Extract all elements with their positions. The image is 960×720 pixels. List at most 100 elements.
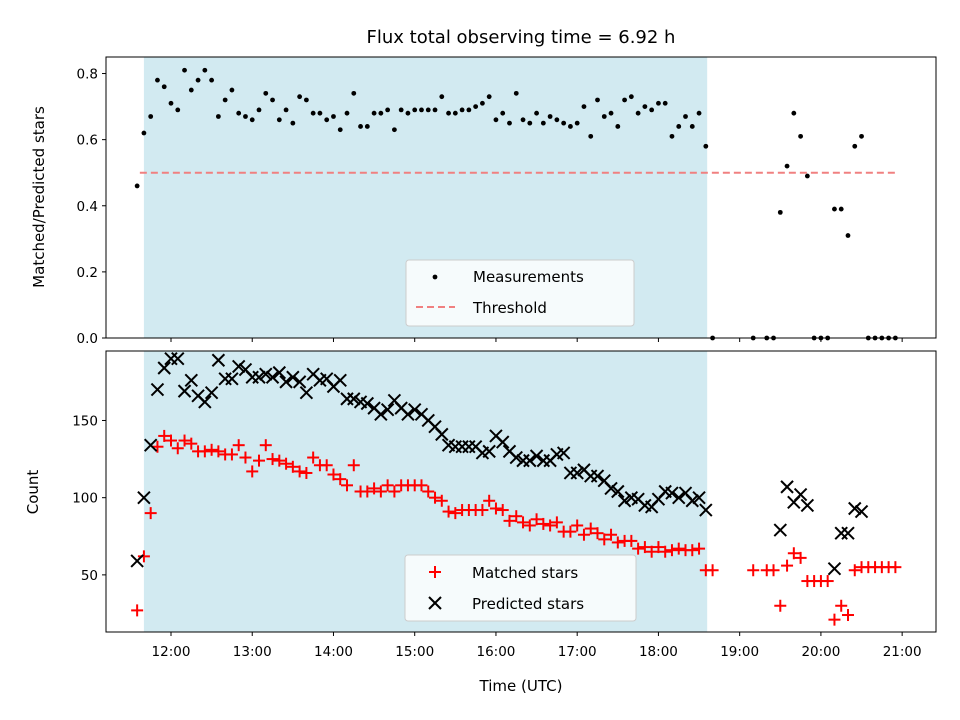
matched-star-point xyxy=(835,599,848,612)
legend-matched-label: Matched stars xyxy=(472,564,578,582)
measurement-point xyxy=(188,87,194,93)
measurement-point xyxy=(182,67,187,73)
predicted-star-point xyxy=(150,382,165,397)
predicted-star-point xyxy=(482,444,496,459)
matched-star-point xyxy=(571,519,584,532)
legend-measurements-label: Measurements xyxy=(473,268,584,286)
matched-star-point xyxy=(489,502,502,515)
predicted-star-point xyxy=(590,469,605,483)
measurement-point xyxy=(412,107,418,113)
measurement-point xyxy=(554,117,560,123)
measurement-point xyxy=(385,107,391,113)
measurement-point xyxy=(798,133,804,139)
measurement-point xyxy=(689,124,695,129)
matched-star-point xyxy=(280,457,293,470)
matched-star-point xyxy=(605,528,618,541)
matched-star-point xyxy=(645,545,658,558)
measurement-point xyxy=(777,209,783,215)
predicted-star-point xyxy=(570,466,584,480)
measurement-point xyxy=(561,120,567,126)
predicted-star-point xyxy=(793,487,808,502)
bottom-y-axis-label: Count xyxy=(24,470,42,515)
measurement-point xyxy=(791,110,797,116)
predicted-star-point xyxy=(292,375,307,389)
measurement-point xyxy=(622,97,627,103)
top-y-tick-label: 0.8 xyxy=(77,67,98,83)
measurement-point xyxy=(676,124,682,129)
matched-star-point xyxy=(185,437,198,450)
matched-star-point xyxy=(638,541,651,554)
top-panel: 0.00.20.40.60.8 Matched/Predicted stars … xyxy=(30,56,937,347)
measurement-point xyxy=(378,110,384,116)
matched-star-point xyxy=(232,439,245,452)
matched-star-point xyxy=(327,468,340,481)
measurement-point xyxy=(568,124,573,129)
predicted-star-point xyxy=(171,352,185,366)
measurement-point xyxy=(155,77,160,83)
matched-star-point xyxy=(706,564,719,577)
predicted-star-point xyxy=(137,490,151,505)
matched-star-point xyxy=(821,575,834,588)
measurement-point xyxy=(432,107,438,113)
predicted-star-point xyxy=(347,392,361,406)
matched-star-point xyxy=(544,519,557,532)
x-tick-label: 17:00 xyxy=(558,644,597,660)
bottom-axes-frame xyxy=(105,350,937,633)
predicted-star-point xyxy=(496,435,510,449)
measurement-point xyxy=(419,107,424,113)
matched-star-point xyxy=(205,443,218,456)
matched-star-point xyxy=(693,542,706,555)
predicted-star-point xyxy=(699,503,713,517)
measurement-point xyxy=(615,124,621,129)
matched-star-point xyxy=(286,460,299,473)
matched-star-point xyxy=(659,545,672,558)
measurement-point xyxy=(405,110,411,116)
matched-star-point xyxy=(794,551,807,564)
measurement-point xyxy=(141,130,147,136)
predicted-star-point xyxy=(604,481,618,496)
predicted-star-point xyxy=(252,370,266,384)
measurement-point xyxy=(838,206,844,212)
predicted-star-point xyxy=(523,453,537,468)
measurement-point xyxy=(344,110,350,116)
measurement-point xyxy=(547,114,553,119)
matched-star-point xyxy=(178,434,191,447)
bottom-legend-box xyxy=(404,554,637,622)
measurement-point xyxy=(324,117,330,123)
matched-star-point xyxy=(652,541,665,554)
measurement-point xyxy=(398,107,404,113)
predicted-star-point xyxy=(374,407,388,422)
predicted-star-point xyxy=(231,359,246,374)
matched-star-point xyxy=(334,473,347,486)
measurement-point xyxy=(256,107,262,113)
matched-star-point xyxy=(158,429,171,442)
matched-star-point xyxy=(686,544,699,557)
measurement-point xyxy=(303,97,309,103)
matched-star-point xyxy=(435,494,448,507)
measurement-point xyxy=(134,183,140,189)
matched-star-point xyxy=(442,505,455,518)
matched-star-point xyxy=(374,485,387,498)
top-y-tick-label: 0.2 xyxy=(77,265,98,281)
measurement-point xyxy=(540,120,546,126)
measurement-point xyxy=(446,110,451,116)
predicted-star-point xyxy=(143,438,158,452)
matched-star-point xyxy=(415,479,428,492)
legend-matched-marker xyxy=(429,566,441,578)
measurement-point xyxy=(168,100,174,106)
measurement-point xyxy=(148,114,154,119)
matched-star-point xyxy=(144,507,157,520)
matched-star-point xyxy=(577,528,590,541)
measurement-point xyxy=(392,127,397,133)
measurement-point xyxy=(845,233,851,238)
matched-star-point xyxy=(266,453,279,466)
matched-star-point xyxy=(781,559,794,572)
predicted-star-point xyxy=(286,370,300,384)
predicted-star-point xyxy=(841,526,855,540)
matched-star-point xyxy=(164,434,177,447)
x-axis-label: Time (UTC) xyxy=(479,677,563,695)
measurement-point xyxy=(642,104,648,109)
measurement-point xyxy=(263,90,269,96)
matched-star-point xyxy=(429,491,442,504)
predicted-star-point xyxy=(299,385,314,400)
